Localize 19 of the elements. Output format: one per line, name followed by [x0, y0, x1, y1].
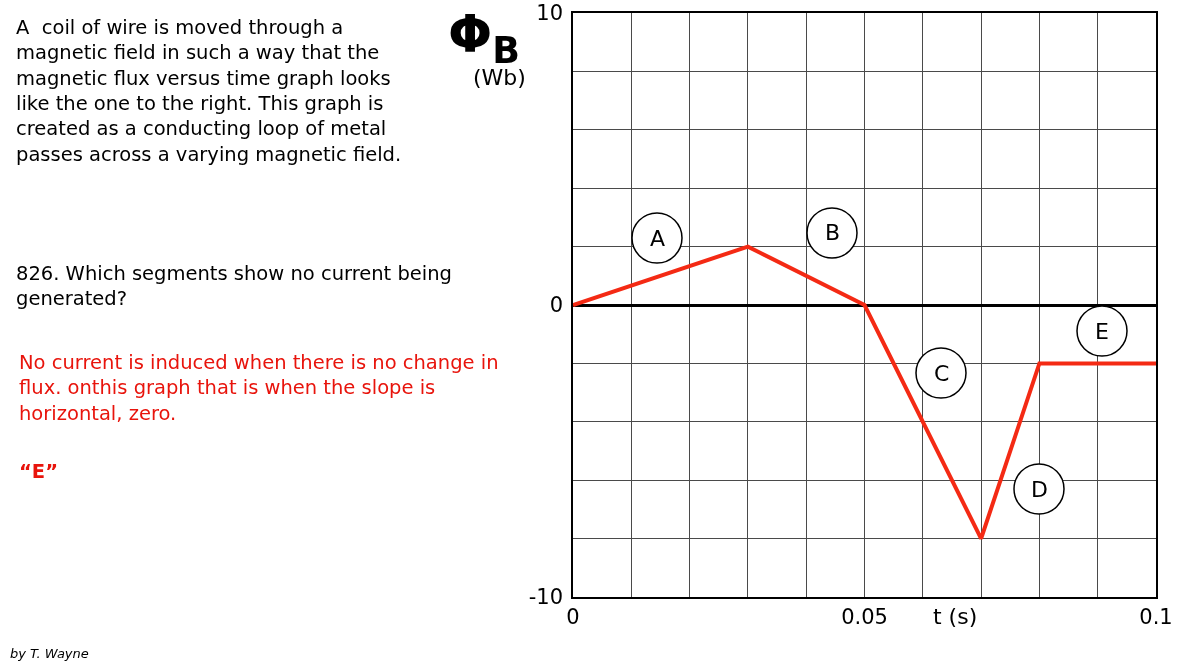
- text: A coil of wire is moved through a magnetic field in such a way that the magnetic flux versus time graph looks like the one to the right. This graph is created as a conducting loop of metal passes across a varying magnetic field.: [16, 16, 402, 166]
- y-tick-label: -10: [528, 585, 564, 610]
- annotation: B: [825, 220, 841, 245]
- text: “E”: [19, 460, 58, 483]
- annotation: E: [1095, 319, 1109, 344]
- x-tick-label: 0: [566, 604, 580, 629]
- text: by T. Wayne: [10, 646, 89, 661]
- x-tick-label: 0.05: [841, 604, 888, 629]
- y-axis-title: Φ$_{B}$ (Wb): [448, 4, 526, 90]
- annotation: D: [1031, 477, 1048, 502]
- x-axis-title: t (s): [933, 604, 978, 629]
- annotation: A: [650, 226, 666, 251]
- line-series: [573, 244, 1156, 541]
- text: No current is induced when there is no change in flux. onthis graph that is when the slope is horizontal, zero.: [19, 351, 499, 425]
- annotation: C: [934, 361, 950, 386]
- x-tick-label: 0.1: [1139, 604, 1173, 629]
- text: 826. Which segments show no current being generated?: [16, 262, 452, 311]
- y-tick-label: 10: [536, 1, 564, 26]
- y-tick-label: 0: [549, 293, 564, 318]
